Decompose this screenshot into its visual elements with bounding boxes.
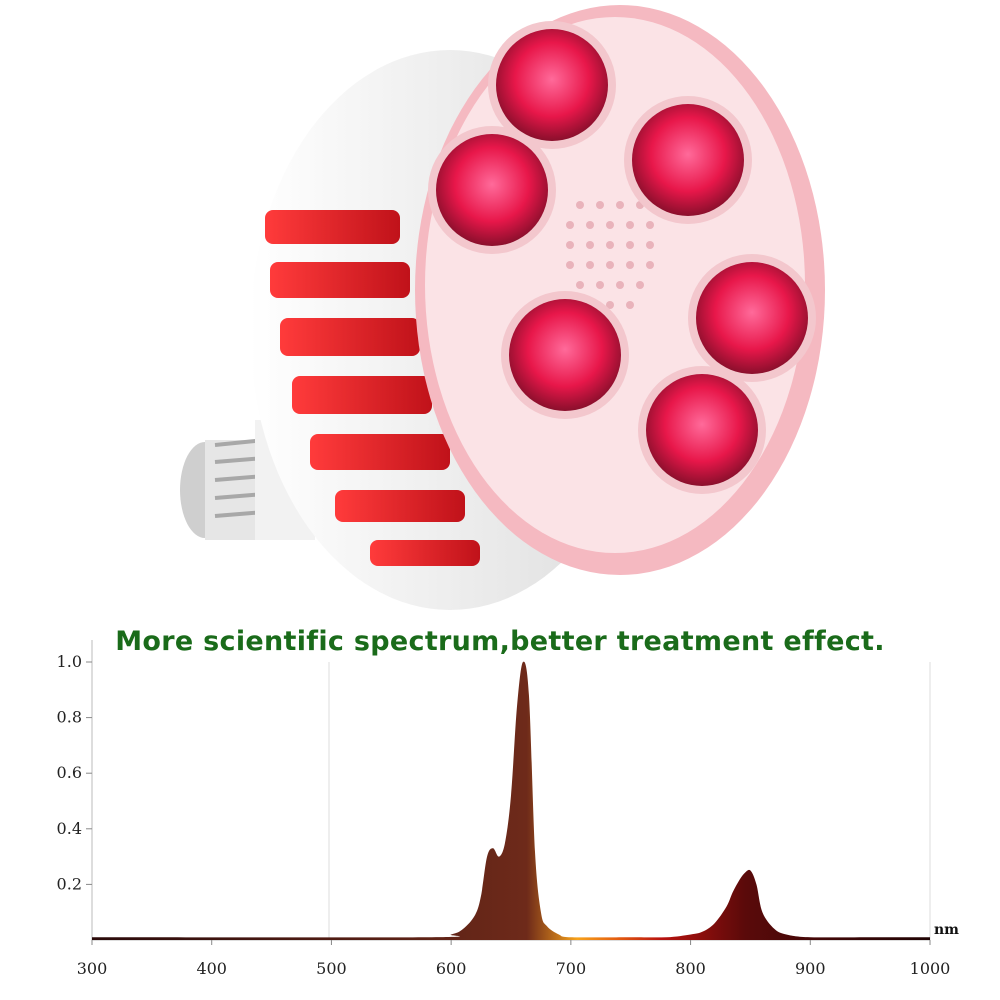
x-tick-label: 1000 — [910, 959, 951, 978]
led-cluster-right — [688, 254, 816, 382]
y-tick-label: 1.0 — [57, 652, 82, 671]
headline: More scientific spectrum,better treatmen… — [115, 626, 885, 657]
product-photo — [180, 5, 825, 610]
x-tick-label: 400 — [196, 959, 227, 978]
x-tick-label: 700 — [556, 959, 587, 978]
spectrum-area — [92, 661, 930, 940]
x-unit-label: nm — [934, 922, 959, 938]
led-cluster-lower-left — [501, 291, 629, 419]
y-tick-label: 0.6 — [57, 763, 82, 782]
x-tick-label: 300 — [77, 959, 108, 978]
x-tick-label: 900 — [795, 959, 826, 978]
led-cluster-left — [428, 126, 556, 254]
y-tick-label: 0.8 — [57, 708, 82, 727]
led-cluster-top — [488, 21, 616, 149]
bulb-face — [415, 5, 825, 575]
y-tick-label: 0.4 — [57, 819, 82, 838]
spectrum-chart: 0.2 0.4 0.6 0.8 1.0 300 400 500 600 700 800 900 100… — [57, 640, 959, 978]
y-tick-label: 0.2 — [57, 874, 82, 893]
x-tick-label: 600 — [436, 959, 467, 978]
x-tick-label: 500 — [316, 959, 347, 978]
led-cluster-bottom — [638, 366, 766, 494]
led-cluster-upper-right — [624, 96, 752, 224]
y-axis-ticks: 0.2 0.4 0.6 0.8 1.0 — [57, 652, 92, 893]
x-axis-ticks: 300 400 500 600 700 800 900 1000 — [77, 940, 951, 978]
x-tick-label: 800 — [675, 959, 706, 978]
